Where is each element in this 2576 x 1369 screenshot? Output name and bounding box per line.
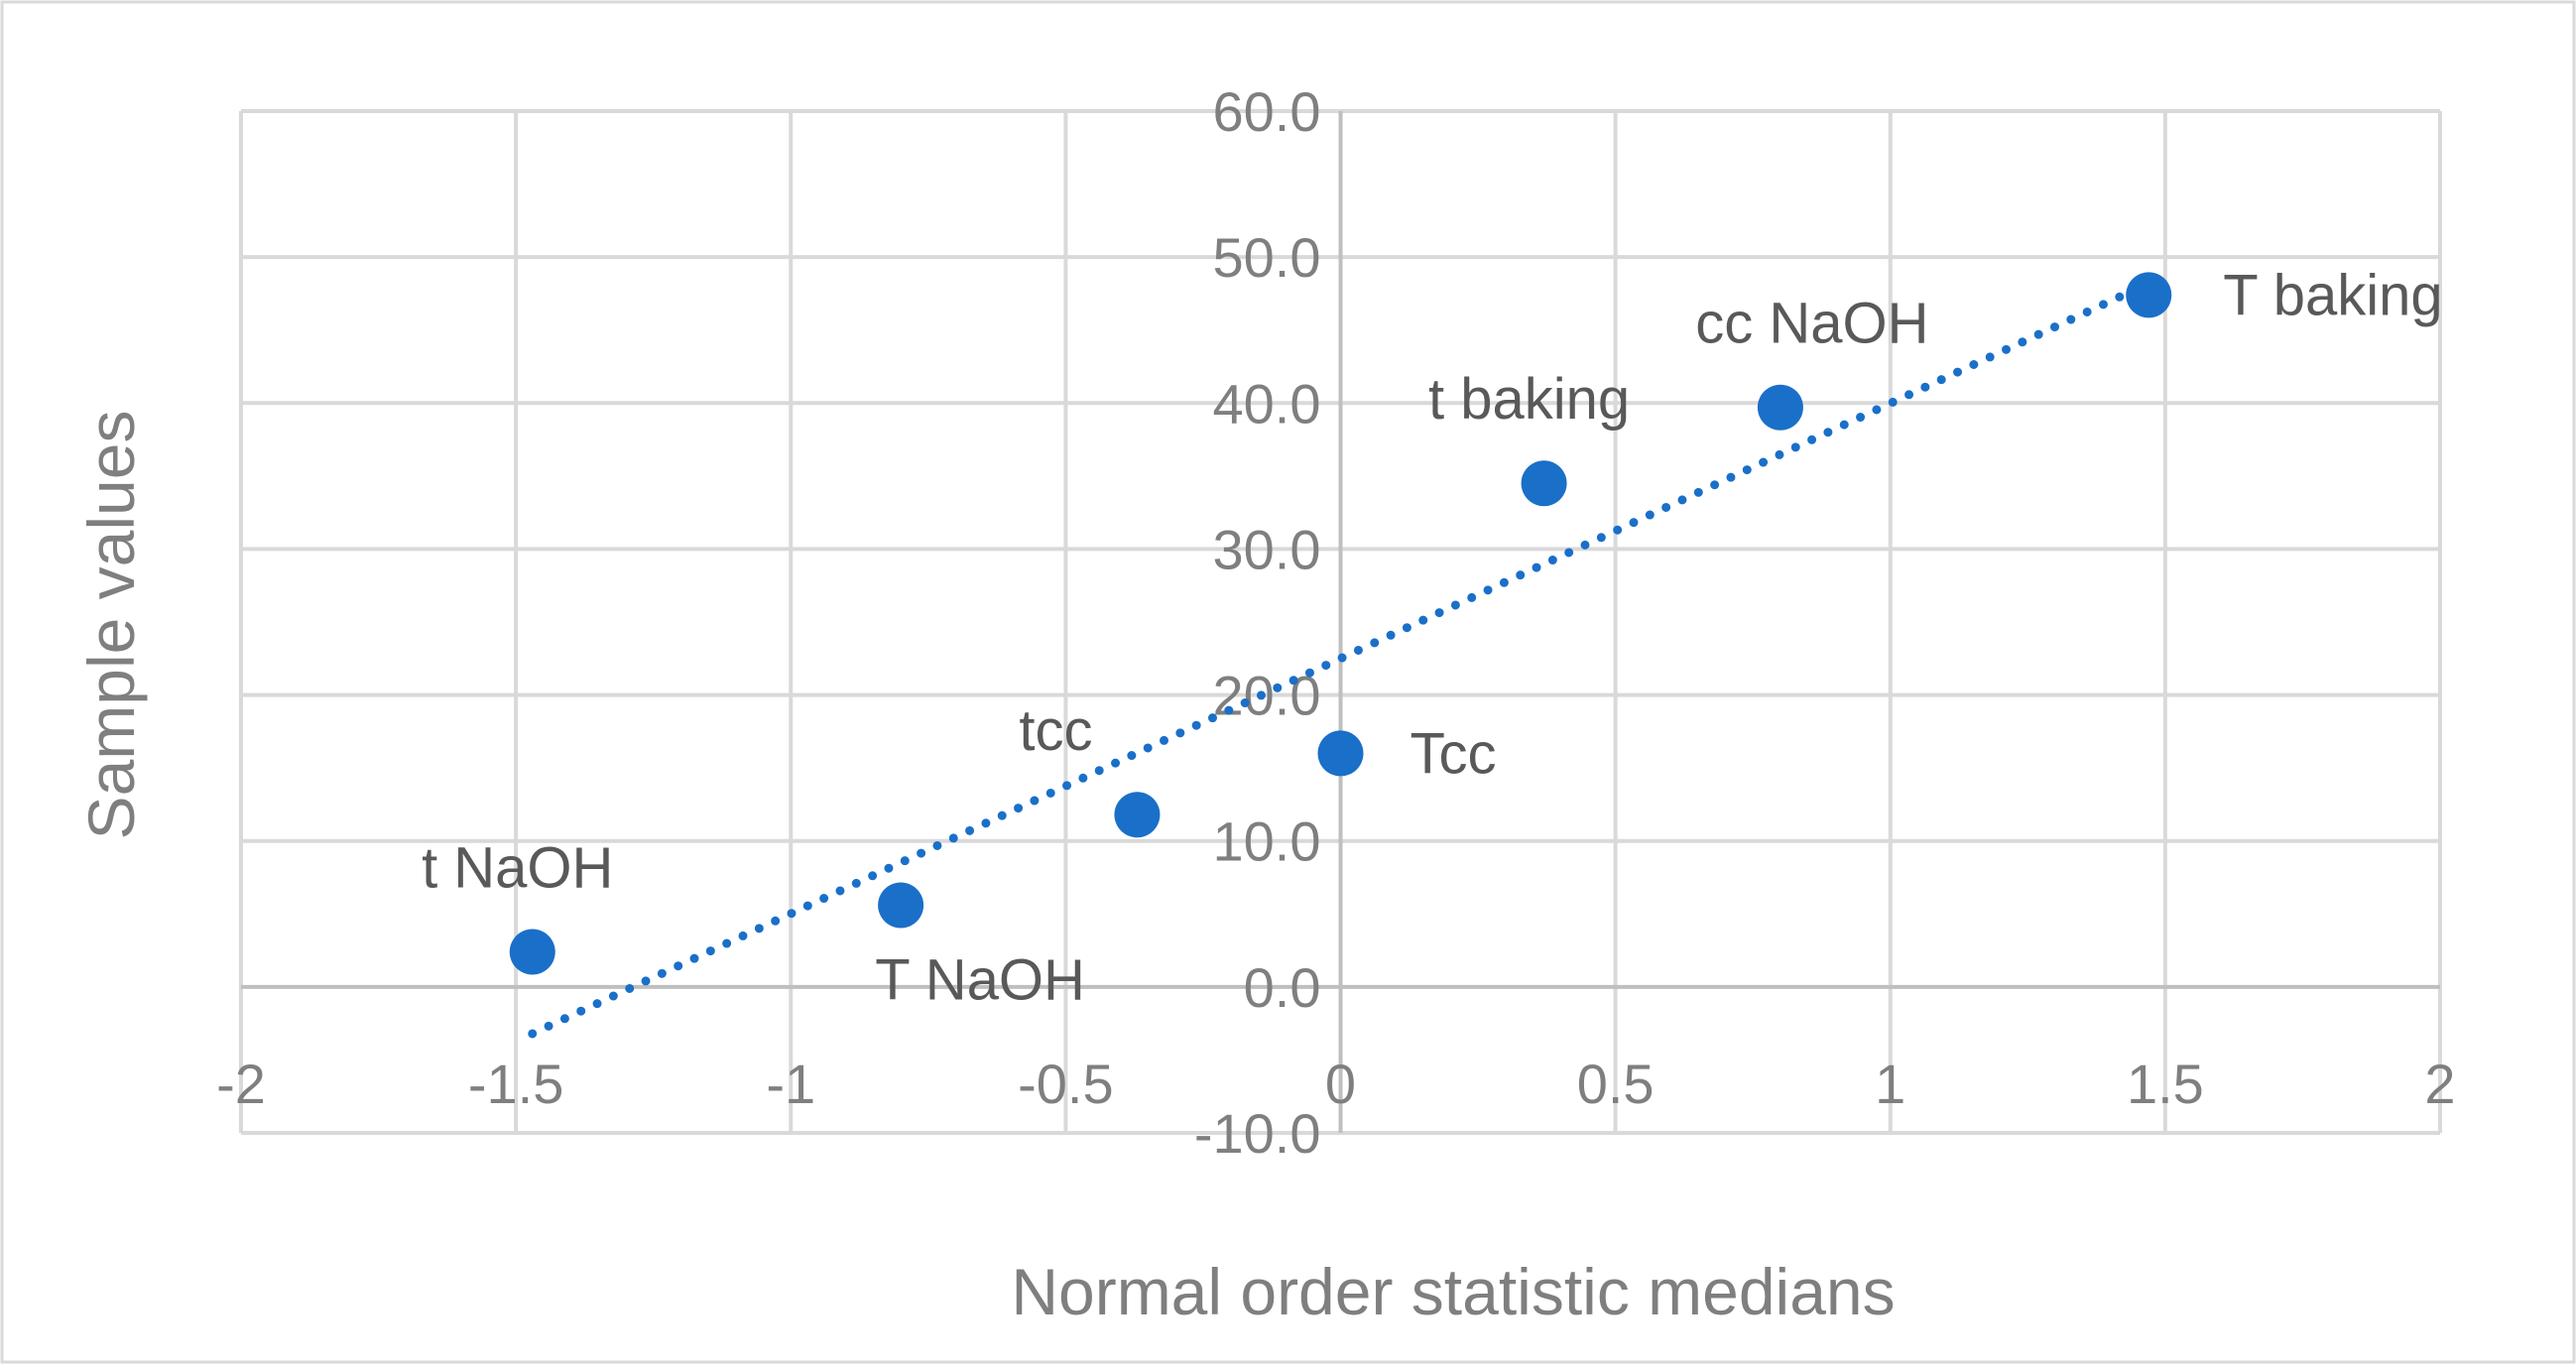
data-point (1757, 384, 1803, 431)
data-label: T NaOH (875, 947, 1085, 1012)
y-axis-title: Sample values (74, 411, 148, 840)
x-tick-label: -2 (216, 1053, 266, 1115)
data-point (509, 929, 555, 975)
x-axis-title: Normal order statistic medians (1011, 1255, 1895, 1328)
data-points (509, 272, 2172, 975)
data-label: t NaOH (422, 836, 613, 901)
trendline (528, 279, 2153, 1039)
data-label: tcc (1019, 698, 1092, 763)
x-tick-label: 1 (1875, 1053, 1905, 1115)
data-label: Tcc (1411, 721, 1497, 786)
x-tick-label: 0 (1325, 1053, 1356, 1115)
y-tick-label: 60.0 (1213, 80, 1321, 143)
data-label: t baking (1428, 367, 1630, 432)
y-tick-label: 50.0 (1213, 226, 1321, 289)
data-point (878, 882, 924, 929)
y-tick-label: 30.0 (1213, 518, 1321, 580)
data-point (2126, 272, 2172, 318)
x-tick-label: -1.5 (468, 1053, 564, 1115)
y-tick-label: 20.0 (1213, 665, 1321, 727)
x-tick-label: 1.5 (2127, 1053, 2204, 1115)
data-label: cc NaOH (1695, 292, 1928, 356)
x-tick-label: -1 (766, 1053, 815, 1115)
data-point (1317, 730, 1364, 777)
y-tick-labels: -10.0 0.0 10.0 20.0 30.0 40.0 50.0 60.0 (1194, 80, 1321, 1165)
y-tick-label: -10.0 (1194, 1102, 1321, 1165)
data-point (1521, 460, 1567, 507)
y-tick-label: 0.0 (1244, 956, 1321, 1019)
data-point (1114, 792, 1161, 838)
x-tick-labels: -2 -1.5 -1 -0.5 0 0.5 1 1.5 2 (216, 1053, 2455, 1115)
x-tick-label: 0.5 (1577, 1053, 1655, 1115)
x-tick-label: 2 (2424, 1053, 2455, 1115)
trendline-layer (528, 279, 2153, 1039)
x-tick-label: -0.5 (1018, 1053, 1114, 1115)
axes (241, 111, 2440, 1133)
data-label: T baking (2223, 263, 2442, 327)
y-tick-label: 40.0 (1213, 372, 1321, 435)
y-tick-label: 10.0 (1213, 810, 1321, 873)
point-labels: t NaOH T NaOH tcc Tcc t baking cc NaOH T bakin… (422, 263, 2443, 1012)
